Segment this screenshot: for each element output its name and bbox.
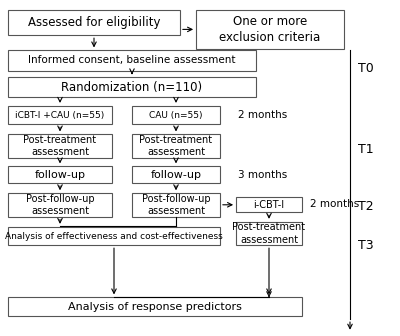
- FancyBboxPatch shape: [8, 106, 112, 124]
- FancyBboxPatch shape: [8, 227, 220, 245]
- Text: Post-follow-up
assessment: Post-follow-up assessment: [26, 194, 94, 216]
- FancyBboxPatch shape: [8, 50, 256, 71]
- Text: Randomization (n=110): Randomization (n=110): [62, 81, 202, 94]
- Text: T2: T2: [358, 200, 374, 213]
- Text: Post-treatment
assessment: Post-treatment assessment: [24, 135, 96, 157]
- Text: Post-treatment
assessment: Post-treatment assessment: [140, 135, 212, 157]
- FancyBboxPatch shape: [132, 193, 220, 217]
- Text: One or more
exclusion criteria: One or more exclusion criteria: [219, 15, 321, 44]
- FancyBboxPatch shape: [8, 166, 112, 183]
- FancyBboxPatch shape: [196, 10, 344, 49]
- Text: T0: T0: [358, 62, 374, 75]
- Text: Analysis of effectiveness and cost-effectiveness: Analysis of effectiveness and cost-effec…: [5, 232, 223, 241]
- Text: 3 months: 3 months: [238, 170, 287, 180]
- Text: follow-up: follow-up: [150, 170, 202, 180]
- FancyBboxPatch shape: [132, 134, 220, 158]
- Text: Informed consent, baseline assessment: Informed consent, baseline assessment: [28, 55, 236, 66]
- Text: Analysis of response predictors: Analysis of response predictors: [68, 302, 242, 311]
- Text: i-CBT-I: i-CBT-I: [254, 200, 284, 210]
- Text: 2 months: 2 months: [238, 110, 287, 120]
- FancyBboxPatch shape: [8, 297, 302, 316]
- Text: follow-up: follow-up: [34, 170, 86, 180]
- FancyBboxPatch shape: [132, 166, 220, 183]
- Text: 2 months: 2 months: [310, 199, 359, 209]
- Text: iCBT-I +CAU (n=55): iCBT-I +CAU (n=55): [15, 111, 105, 120]
- FancyBboxPatch shape: [132, 106, 220, 124]
- FancyBboxPatch shape: [8, 134, 112, 158]
- FancyBboxPatch shape: [8, 10, 180, 35]
- Text: Assessed for eligibility: Assessed for eligibility: [28, 16, 160, 29]
- Text: T1: T1: [358, 143, 374, 156]
- FancyBboxPatch shape: [236, 197, 302, 212]
- Text: T3: T3: [358, 239, 374, 252]
- FancyBboxPatch shape: [8, 77, 256, 97]
- FancyBboxPatch shape: [236, 222, 302, 245]
- Text: Post-follow-up
assessment: Post-follow-up assessment: [142, 194, 210, 216]
- Text: Post-treatment
assessment: Post-treatment assessment: [232, 222, 306, 245]
- FancyBboxPatch shape: [8, 193, 112, 217]
- Text: CAU (n=55): CAU (n=55): [149, 111, 203, 120]
